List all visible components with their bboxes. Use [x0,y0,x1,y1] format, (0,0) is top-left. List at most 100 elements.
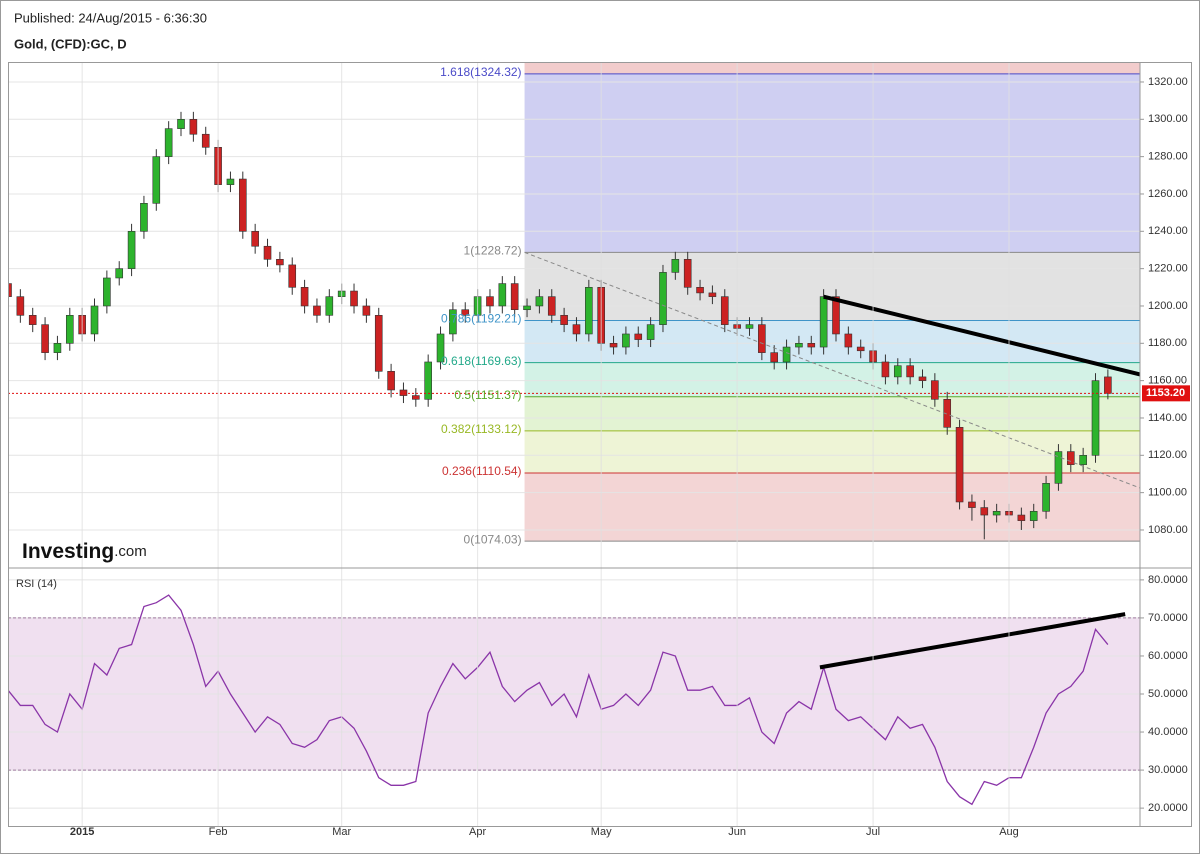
y-tick-label: 80.0000 [1148,574,1188,586]
last-price-box [1142,385,1190,402]
logo-brand: Investing [22,540,114,563]
candle-body [671,259,680,273]
y-tick-label: 1180.00 [1148,337,1187,349]
candle-body [140,203,148,232]
price-plot [8,62,1140,542]
candle-body [90,305,99,335]
candle-body [300,287,309,307]
fib-zone [524,73,1140,253]
candle-body [523,305,531,311]
candle-body [1079,455,1087,465]
candle-body [968,501,976,508]
candle-body [387,371,395,391]
candle-body [918,376,927,381]
candle-body [893,365,902,378]
candle-body [832,296,840,335]
y-tick-label: 1240.00 [1148,225,1188,237]
candle-body [992,511,1001,516]
candle-body [807,343,816,348]
x-tick-label: Mar [332,826,351,838]
candle-body [189,119,198,135]
fib-zone [524,396,1140,431]
candle-body [1029,511,1038,521]
candle-body [399,389,408,396]
candle-body [770,352,779,363]
y-tick-label: 1200.00 [1148,300,1188,312]
rsi-plot [8,579,1140,809]
x-tick-label: 2015 [70,826,94,838]
candle-body [931,380,939,400]
fib-label: 1(1228.72) [464,244,522,258]
x-tick-label: Aug [999,826,1019,838]
instrument: Gold, (CFD):GC, D [14,36,127,51]
fib-label: 0(1074.03) [464,532,522,546]
y-tick-label: 1220.00 [1148,263,1188,275]
trendline [819,612,1126,670]
candle-body [263,245,272,260]
y-tick-label: 1260.00 [1148,188,1188,200]
axes: 1153.20 1080.00 1100.00 1120.00 1140.00 1160.… [70,62,1190,838]
y-tick-label: 1160.00 [1148,375,1187,387]
rsi-line [8,594,1109,806]
candle-body [1091,380,1100,456]
candle-body [609,343,618,348]
fib-label: 0.382(1133.12) [441,422,522,436]
fib-zone [524,430,1140,473]
last-price-label: 1153.20 [1146,387,1185,399]
candle-body [325,296,334,316]
candle-body [758,324,766,353]
candle-body [745,324,754,329]
y-tick-label: 1080.00 [1148,524,1188,536]
candle-body [350,290,358,307]
published: Published: 24/Aug/2015 - 6:36:30 [14,10,207,25]
candle-body [708,292,717,297]
candle-body [251,231,259,247]
candle-body [65,315,74,344]
trendline [823,294,1140,377]
candle-body [177,119,185,129]
y-tick-label: 50.0000 [1148,688,1188,700]
candle-body [683,259,692,288]
y-tick-label: 20.0000 [1148,802,1188,814]
candle-body [906,365,914,378]
candle-body [510,283,519,311]
candle-body [1054,451,1063,484]
y-tick-label: 1100.00 [1148,487,1187,499]
rsi-title: RSI (14) [16,578,57,590]
candle-body [622,333,630,348]
candle-body [572,324,581,335]
candle-body [881,361,890,378]
candle-body [696,287,704,294]
candle-body [461,309,470,316]
candle-body [374,315,383,372]
candle-body [980,507,989,516]
candle-body [560,315,568,325]
panel-border [8,62,1192,827]
candle-body [1042,483,1050,512]
candle-body [239,178,247,232]
fib-zone [524,362,1140,397]
y-tick-label: 1320.00 [1148,76,1188,88]
x-tick-label: Apr [469,826,486,838]
y-tick-label: 1300.00 [1148,113,1188,125]
candle-body [856,346,865,352]
candle-body [103,277,111,307]
candle-body [201,133,210,148]
candle-body [412,395,420,400]
y-tick-label: 1140.00 [1148,412,1187,424]
candle-body [226,178,235,185]
candle-body [486,296,494,307]
candle-body [41,324,49,353]
y-tick-label: 30.0000 [1148,764,1188,776]
candle-body [795,343,803,348]
x-tick-label: Jul [866,826,880,838]
candle-body [659,272,667,325]
candle-body [164,128,173,157]
candle-body [436,333,445,363]
trendline [524,251,1140,489]
candle-body [127,231,136,269]
y-tick-label: 1280.00 [1148,151,1188,163]
candle-body [646,324,655,340]
candle-body [115,268,124,279]
